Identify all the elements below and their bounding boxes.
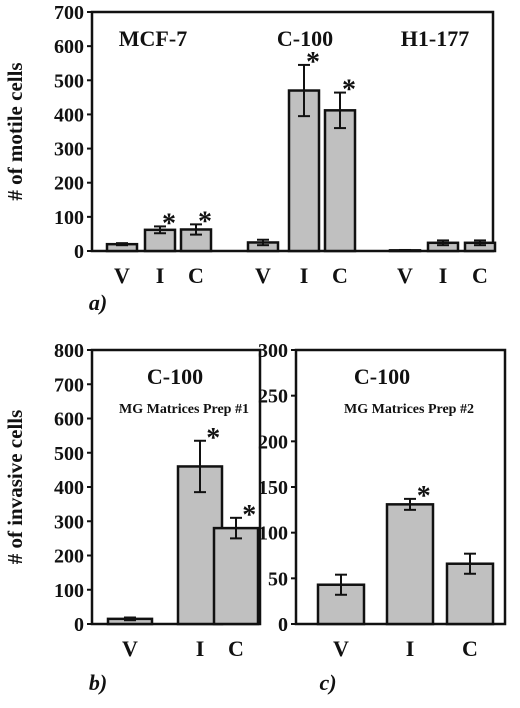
significance-marker: * [198, 206, 212, 237]
y-tick-label: 0 [278, 614, 288, 636]
y-tick-label: 200 [54, 173, 84, 195]
group-title: H1-177 [401, 26, 469, 51]
y-tick-label: 500 [54, 443, 84, 465]
y-tick-label: 100 [54, 580, 84, 602]
chart-subtitle: MG Matrices Prep #1 [119, 402, 249, 417]
y-tick-label: 250 [258, 386, 288, 408]
category-label: I [196, 636, 205, 661]
y-tick-label: 100 [54, 207, 84, 229]
y-tick-label: 600 [54, 36, 84, 58]
y-tick-label: 600 [54, 409, 84, 431]
category-label: V [333, 636, 349, 661]
category-label: V [114, 263, 130, 288]
y-tick-label: 300 [258, 340, 288, 362]
category-label: I [156, 263, 165, 288]
bar [323, 109, 357, 253]
y-tick-label: 800 [54, 340, 84, 362]
group-title: C-100 [277, 26, 333, 51]
y-axis-label: # of invasive cells [3, 410, 27, 565]
y-tick-label: 100 [258, 523, 288, 545]
chart-subtitle: MG Matrices Prep #2 [344, 402, 474, 417]
bar [212, 526, 260, 626]
bar [287, 89, 321, 253]
y-axis-label: # of motile cells [3, 62, 27, 200]
category-label: C [228, 636, 244, 661]
y-tick-label: 500 [54, 70, 84, 92]
y-tick-label: 400 [54, 477, 84, 499]
panel-label: c) [319, 670, 336, 695]
y-tick-label: 200 [54, 546, 84, 568]
category-label: C [472, 263, 488, 288]
significance-marker: * [306, 47, 320, 78]
significance-marker: * [162, 208, 176, 239]
group-title: MCF-7 [119, 26, 187, 51]
significance-marker: * [242, 500, 256, 531]
y-tick-label: 300 [54, 511, 84, 533]
y-tick-label: 50 [268, 568, 288, 590]
y-tick-label: 700 [54, 374, 84, 396]
category-label: C [462, 636, 478, 661]
significance-marker: * [417, 481, 431, 512]
y-tick-label: 150 [258, 477, 288, 499]
category-label: C [332, 263, 348, 288]
y-tick-label: 400 [54, 104, 84, 126]
category-label: V [397, 263, 413, 288]
y-tick-label: 200 [258, 431, 288, 453]
category-label: I [439, 263, 448, 288]
significance-marker: * [206, 423, 220, 454]
y-tick-label: 0 [74, 241, 84, 263]
chart-title: C-100 [354, 364, 410, 389]
significance-marker: * [342, 75, 356, 106]
panel-label: b) [89, 670, 107, 695]
chart-title: C-100 [147, 364, 203, 389]
category-label: V [122, 636, 138, 661]
y-tick-label: 300 [54, 139, 84, 161]
category-label: V [255, 263, 271, 288]
category-label: C [188, 263, 204, 288]
y-tick-label: 700 [54, 2, 84, 24]
category-label: I [300, 263, 309, 288]
panel-label: a) [89, 290, 107, 315]
y-tick-label: 0 [74, 614, 84, 636]
bar [385, 503, 435, 626]
category-label: I [406, 636, 415, 661]
